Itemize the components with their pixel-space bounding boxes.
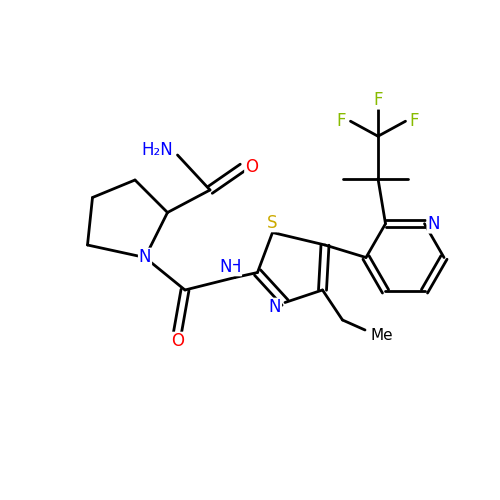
Text: O: O [171, 332, 184, 350]
Text: O: O [245, 158, 258, 176]
Text: F: F [373, 90, 383, 108]
Text: N: N [427, 214, 440, 232]
Text: F: F [337, 112, 346, 130]
Text: N: N [139, 248, 151, 266]
Text: F: F [410, 112, 419, 130]
Text: Me: Me [371, 328, 394, 342]
Text: H: H [229, 258, 241, 276]
Text: N: N [220, 258, 232, 276]
Text: N: N [269, 298, 281, 316]
Text: S: S [267, 214, 278, 232]
Text: H₂N: H₂N [142, 141, 174, 159]
